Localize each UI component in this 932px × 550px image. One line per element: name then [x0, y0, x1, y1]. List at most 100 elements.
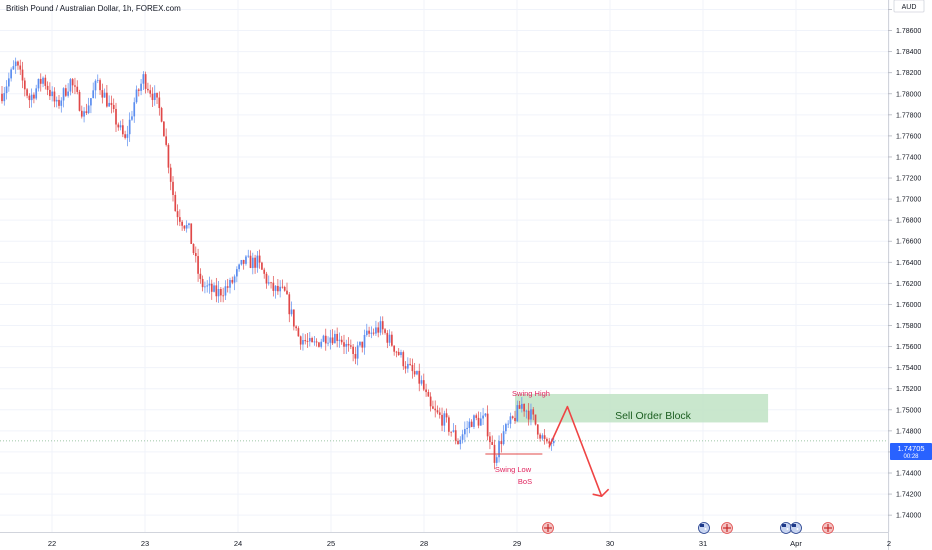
candle-body — [14, 61, 17, 67]
candle — [96, 74, 99, 84]
candle-body — [213, 285, 215, 292]
candle — [94, 79, 97, 99]
candle — [473, 414, 475, 429]
candle — [443, 410, 446, 432]
candle-body — [530, 409, 532, 420]
candle — [404, 361, 407, 374]
currency-badge[interactable] — [893, 0, 925, 13]
candle-body — [215, 285, 218, 297]
price-tick-label: 1.77800 — [896, 112, 921, 119]
candle-body — [322, 335, 325, 342]
candle — [391, 331, 393, 347]
candle-body — [452, 430, 455, 432]
candle-body — [26, 89, 28, 96]
candle-body — [473, 415, 475, 427]
time-tick-label: 31 — [699, 539, 707, 548]
candle-body — [541, 435, 544, 439]
candle-body — [283, 287, 286, 291]
candle — [552, 437, 555, 447]
price-tick-label: 1.74000 — [896, 513, 921, 520]
australia-flag-icon[interactable] — [698, 522, 710, 534]
candle — [304, 334, 307, 345]
candle — [35, 84, 38, 101]
candle-body — [206, 285, 209, 287]
candle — [272, 275, 275, 297]
candle — [541, 433, 544, 441]
candle — [352, 343, 354, 362]
candle-body — [101, 90, 104, 98]
candle-body — [386, 332, 389, 343]
event-markers[interactable] — [542, 522, 834, 534]
time-tick-label: 25 — [327, 539, 335, 548]
candle — [87, 97, 90, 115]
candle-body — [281, 286, 284, 288]
candle-body — [222, 295, 225, 297]
current-price-tag — [890, 443, 932, 460]
candle — [277, 278, 279, 295]
candle-body — [546, 438, 548, 442]
price-tick-label: 1.75200 — [896, 386, 921, 393]
candle-body — [115, 109, 117, 125]
time-axis[interactable]: 22 23 24 25 28 29 30 31 Apr 2 — [0, 532, 891, 549]
candle-body — [42, 77, 44, 84]
candle — [151, 87, 154, 107]
candle — [263, 267, 266, 279]
candle — [340, 335, 343, 345]
candle-body — [384, 329, 386, 333]
candle-body — [131, 116, 133, 120]
candle-body — [197, 256, 199, 274]
price-tick-label: 1.75400 — [896, 365, 921, 372]
candle — [354, 346, 357, 365]
candle-body — [58, 99, 60, 106]
candle-body — [119, 125, 122, 128]
candle — [283, 285, 286, 292]
candle — [3, 86, 6, 106]
candle — [265, 271, 268, 289]
price-tick-label: 1.77000 — [896, 197, 921, 204]
candle — [452, 423, 455, 433]
candle-body — [527, 410, 530, 420]
australia-flag-icon[interactable] — [780, 522, 792, 534]
price-tick-label: 1.76400 — [896, 260, 921, 267]
candle-body — [391, 334, 393, 346]
candle — [343, 334, 345, 355]
candle — [156, 92, 158, 104]
candle — [249, 250, 252, 269]
candle-body — [413, 371, 416, 375]
candle-body — [331, 337, 334, 344]
candle — [74, 77, 76, 95]
candle — [422, 373, 425, 392]
uk-flag-icon[interactable] — [822, 522, 834, 534]
candle-body — [372, 332, 375, 334]
candle-body — [169, 167, 172, 182]
candle — [33, 92, 35, 104]
candle — [368, 326, 370, 337]
candle-body — [270, 282, 272, 284]
candle — [169, 163, 172, 191]
candle-body — [363, 334, 366, 348]
uk-flag-icon[interactable] — [542, 522, 554, 534]
time-tick-label: 29 — [513, 539, 521, 548]
candle — [411, 358, 414, 379]
candle-body — [486, 413, 489, 437]
candle-body — [176, 211, 179, 218]
australia-flag-icon[interactable] — [790, 522, 802, 534]
candle-body — [153, 92, 156, 101]
uk-flag-icon[interactable] — [721, 522, 733, 534]
candle-body — [334, 333, 336, 344]
candle-body — [208, 283, 211, 286]
candle — [235, 266, 238, 283]
candle-body — [140, 83, 142, 91]
candle — [520, 397, 523, 413]
candle-body — [457, 440, 459, 445]
candle — [124, 130, 126, 140]
candle — [201, 275, 204, 292]
candle-body — [10, 69, 12, 79]
candle-body — [523, 403, 525, 412]
candle-body — [340, 339, 343, 343]
price-axis[interactable]: 1.788001.786001.784001.782001.780001.778… — [888, 0, 921, 550]
candle-body — [254, 257, 256, 268]
candle — [400, 349, 402, 358]
candle — [539, 432, 541, 442]
